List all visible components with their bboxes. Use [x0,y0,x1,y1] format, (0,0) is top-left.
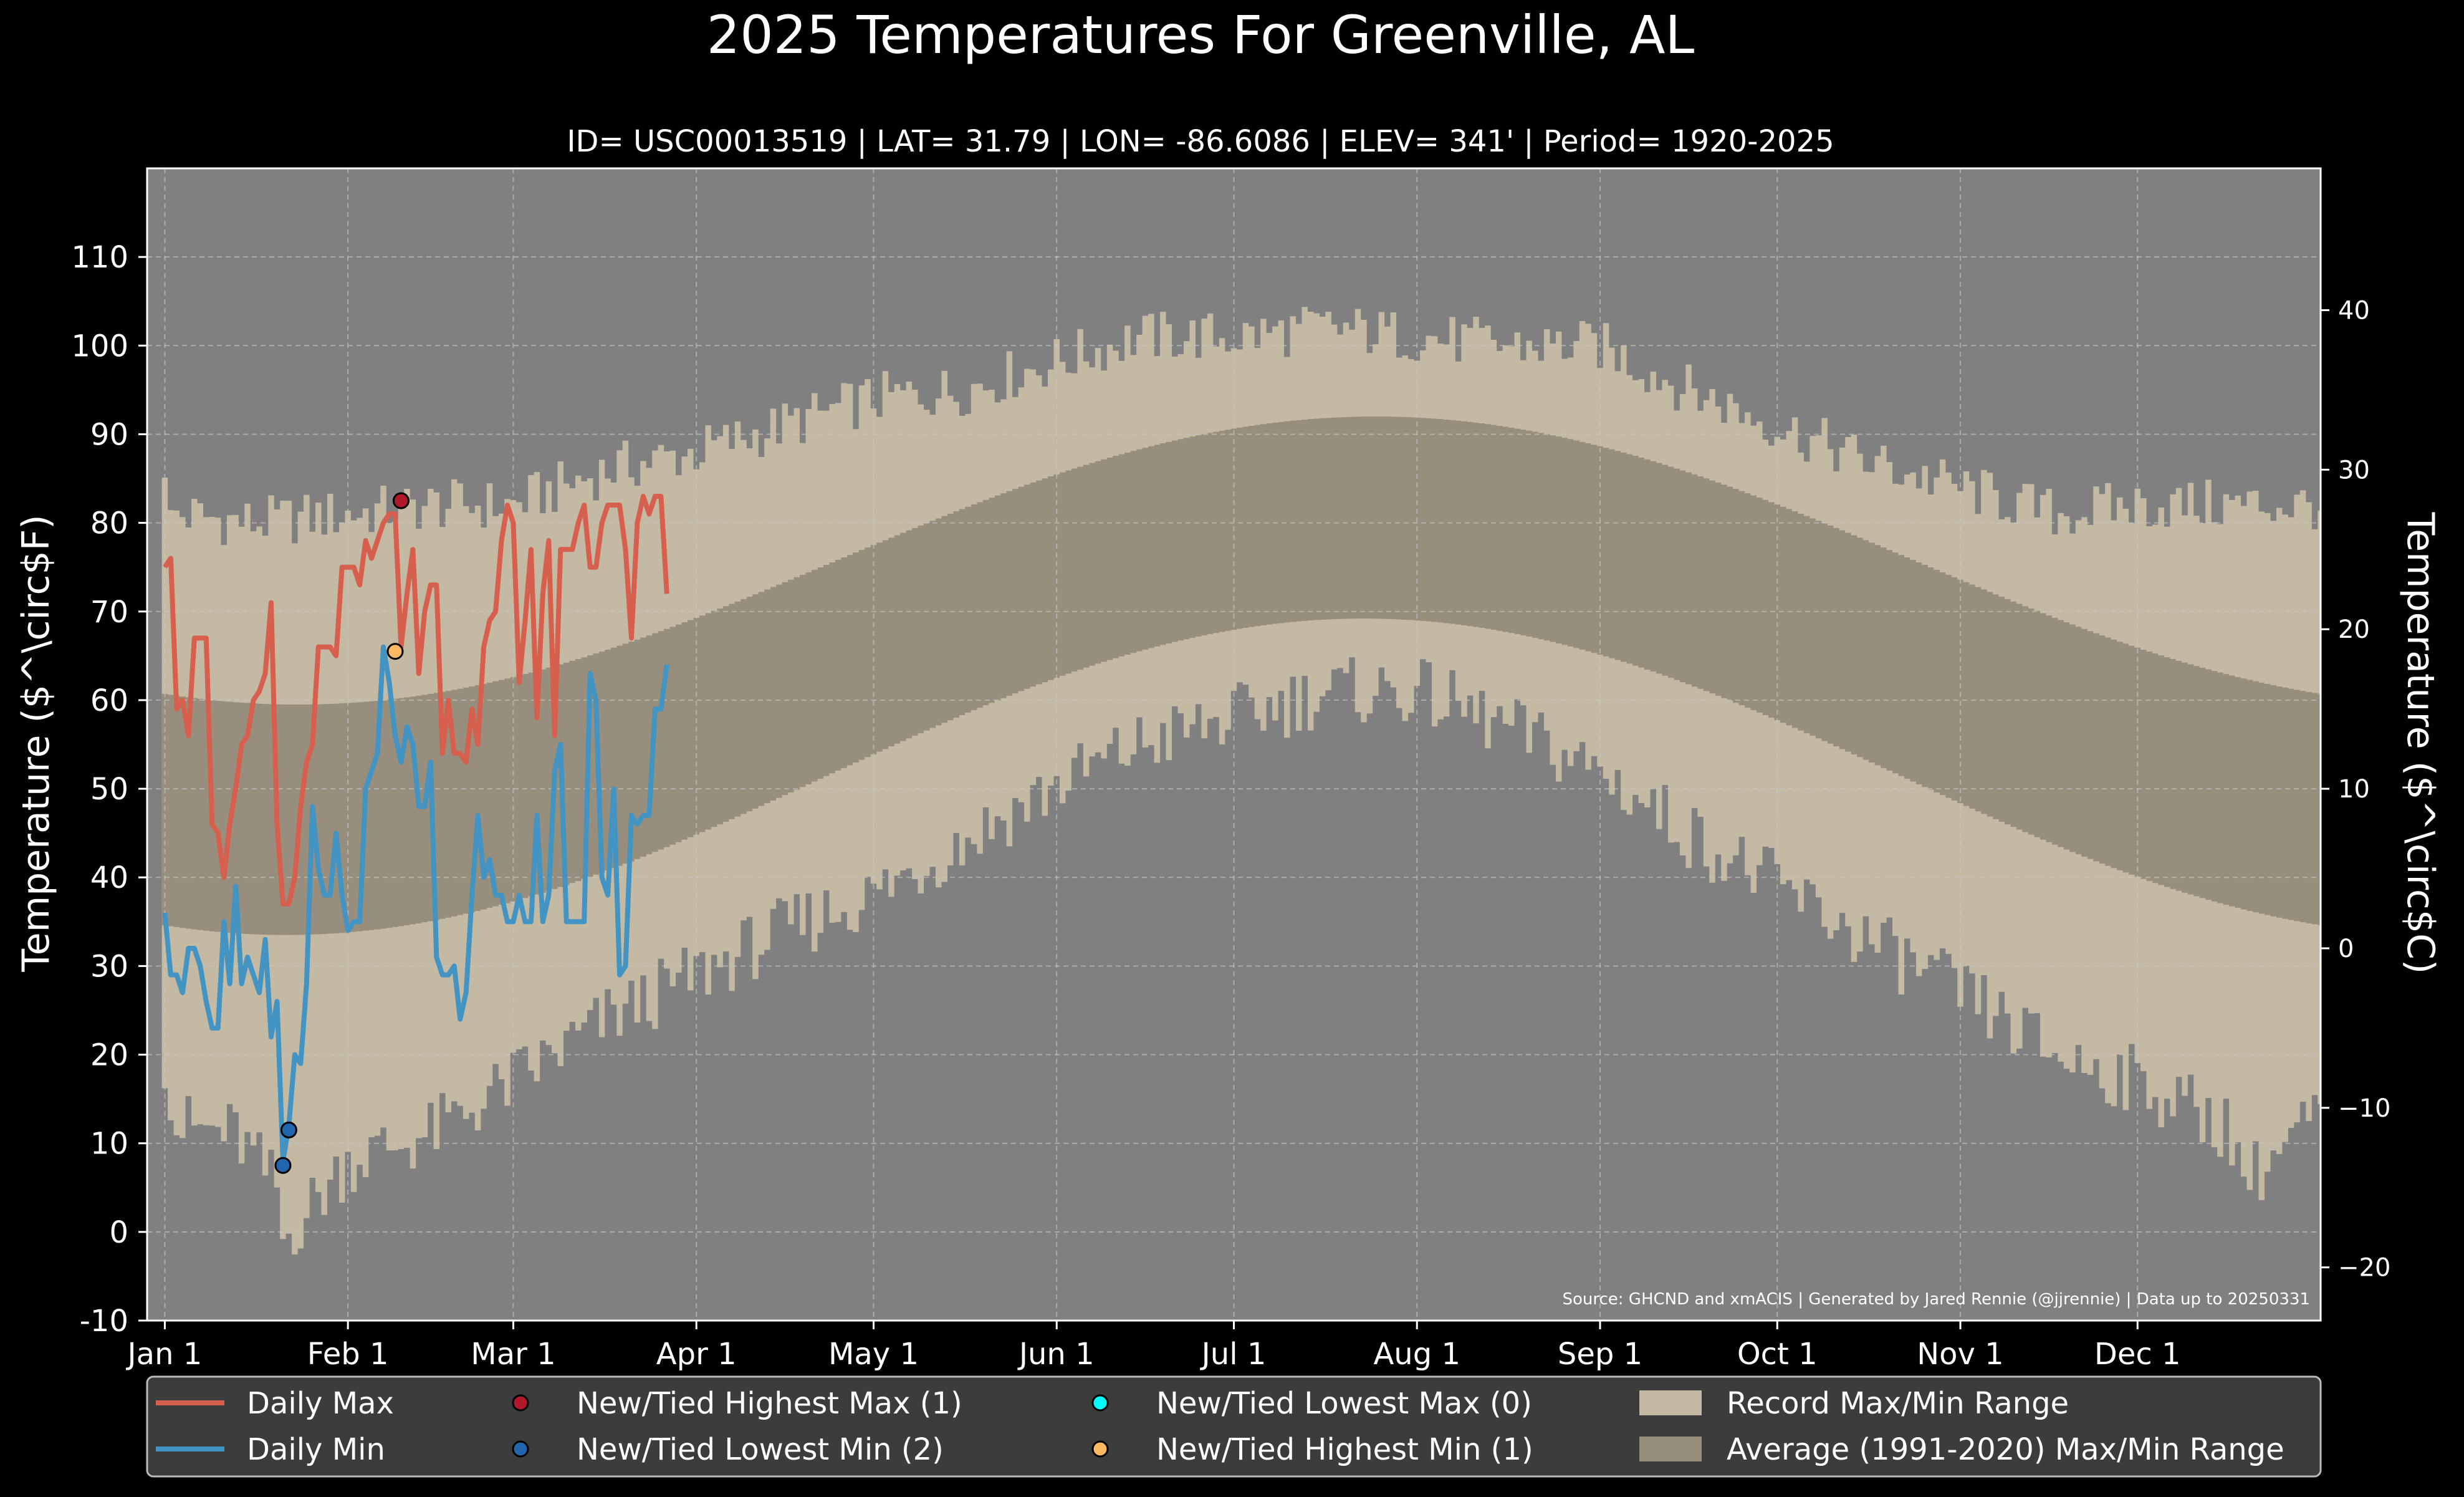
legend-label: Daily Max [247,1386,394,1421]
legend-swatch-marker [512,1394,529,1412]
y-tick-right-label: 0 [2338,935,2354,963]
x-tick-label: Feb 1 [307,1337,389,1372]
legend: Daily Max Daily Min New/Tied Highest Max (… [146,1375,2322,1478]
average-range-band [161,416,2321,935]
legend-item: Daily Max [156,1386,394,1421]
y-tick-left-label: 100 [71,329,128,363]
legend-swatch-patch [1639,1437,1702,1461]
y-tick-right-label: −20 [2338,1254,2390,1283]
y-tick-right-label: 20 [2338,615,2370,644]
y-axis-label-right: Temperature ($^\circ$C) [2399,512,2442,975]
y-tick-left-label: 10 [90,1127,128,1162]
legend-box [146,1375,2322,1478]
x-axis: Jan 1 Feb 1 Mar 1 Apr 1 May 1 Jun 1 Jul 1 Aug 1… [126,1321,2181,1372]
legend-label: Daily Min [247,1432,385,1467]
legend-item: New/Tied Highest Min (1) [1091,1432,1533,1467]
chart-title: 2025 Temperatures For Greenville, AL [707,4,1695,65]
x-tick-label: Jun 1 [1017,1337,1095,1372]
y-tick-right-label: 40 [2338,296,2370,325]
x-tick-label: Mar 1 [471,1337,555,1372]
x-tick-label: Oct 1 [1737,1337,1818,1372]
legend-label: New/Tied Lowest Min (2) [577,1432,944,1467]
legend-label: New/Tied Highest Min (1) [1156,1432,1533,1467]
y-tick-left-label: 70 [90,595,128,630]
y-tick-left-label: 110 [71,240,128,275]
y-tick-left-label: 30 [90,949,128,984]
legend-swatch-marker [1091,1440,1109,1458]
y-axis-label-left: Temperature ($^\circ$F) [14,514,58,972]
x-tick-label: Sep 1 [1558,1337,1642,1372]
x-tick-label: May 1 [828,1337,919,1372]
series-line-daily-min [162,644,669,1164]
legend-swatch-marker [1091,1394,1109,1412]
legend-item: New/Tied Highest Max (1) [512,1386,962,1421]
x-tick-label: Nov 1 [1917,1337,2003,1372]
y-tick-left-label: 50 [90,772,128,807]
y-tick-right-label: 10 [2338,775,2370,804]
legend-label: New/Tied Lowest Max (0) [1156,1386,1532,1421]
record-marker [274,1157,292,1174]
record-marker [280,1121,297,1138]
series-line-daily-max [163,493,669,907]
x-tick-label: Jan 1 [126,1337,203,1372]
y-axis-left: -10 0 10 20 30 40 50 60 70 80 90 100 110 [71,240,147,1339]
legend-item: Record Max/Min Range [1639,1386,2069,1421]
chart-subtitle: ID= USC00013519 | LAT= 31.79 | LON= -86.… [567,124,1834,159]
legend-item: New/Tied Lowest Min (2) [512,1432,944,1467]
y-tick-left-label: 60 [90,683,128,718]
y-tick-left-label: 0 [109,1215,128,1250]
y-axis-right: −20 −10 0 10 20 30 40 [2321,296,2390,1283]
legend-swatch-marker [512,1440,529,1458]
legend-item: New/Tied Lowest Max (0) [1091,1386,1532,1421]
x-tick-label: Jul 1 [1200,1337,1267,1372]
y-tick-left-label: 80 [90,506,128,541]
legend-item: Daily Min [156,1432,385,1467]
y-tick-right-label: 30 [2338,456,2370,484]
y-tick-right-label: −10 [2338,1094,2390,1123]
x-tick-label: Aug 1 [1373,1337,1460,1372]
source-note: Source: GHCND and xmACIS | Generated by … [1562,1290,2310,1309]
legend-label: Record Max/Min Range [1727,1386,2069,1421]
legend-swatch-patch [1639,1390,1702,1415]
record-marker [386,643,404,660]
y-tick-left-label: -10 [80,1304,128,1339]
record-markers [274,492,410,1174]
legend-item: Average (1991-2020) Max/Min Range [1639,1432,2284,1467]
grid-lines [147,168,2321,1321]
record-marker [392,492,410,509]
x-tick-label: Dec 1 [2094,1337,2181,1372]
y-tick-left-label: 90 [90,417,128,452]
x-tick-label: Apr 1 [656,1337,737,1372]
legend-label: New/Tied Highest Max (1) [577,1386,962,1421]
y-tick-left-label: 20 [90,1038,128,1073]
y-tick-left-label: 40 [90,860,128,895]
legend-label: Average (1991-2020) Max/Min Range [1727,1432,2284,1467]
